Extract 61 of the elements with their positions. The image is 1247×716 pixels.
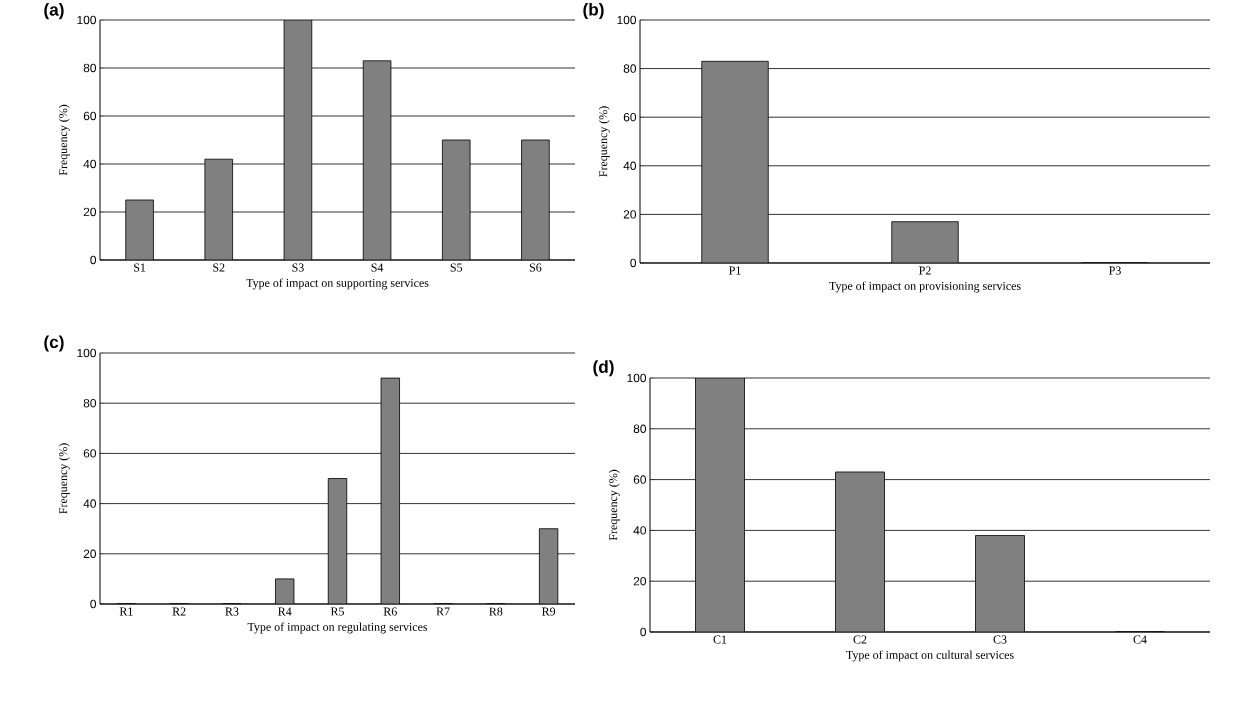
x-tick-label: C2 [853,635,867,644]
x-tick-label: R1 [119,607,133,616]
y-tick-label: 100 [77,348,97,358]
x-axis-title: Type of impact on cultural services [846,650,1014,662]
y-tick-label: 0 [90,255,97,265]
x-tick-label: R3 [225,607,239,616]
y-axis-title: Frequency (%) [58,443,70,514]
y-tick-label: 40 [83,159,97,169]
chart-title: (c) [44,335,64,352]
y-tick-label: 0 [90,599,97,609]
x-tick-label: R9 [541,607,556,616]
x-axis-title: Type of impact on provisioning services [829,281,1021,293]
y-tick-label: 20 [623,210,637,219]
chart-title: (d) [593,360,614,377]
y-axis-title: Frequency (%) [598,106,610,177]
chart-title: (b) [583,2,604,20]
y-tick-label: 100 [617,15,637,25]
y-tick-label: 60 [83,111,97,121]
y-tick-label: 100 [627,373,647,383]
x-tick-label: R5 [330,607,345,616]
x-tick-label: S1 [134,263,146,272]
x-tick-label: R2 [172,607,186,616]
x-tick-label: S2 [213,263,225,272]
x-tick-label: P2 [919,266,931,275]
y-tick-label: 40 [623,161,637,171]
y-tick-label: 80 [83,63,97,73]
y-tick-label: 20 [83,549,97,559]
x-tick-label: C3 [993,635,1007,644]
y-tick-label: 20 [633,576,647,586]
y-tick-label: 20 [83,207,97,217]
bar [380,377,400,604]
y-tick-label: 100 [77,15,97,25]
x-tick-label: R4 [278,607,292,616]
x-tick-label: C4 [1133,635,1147,644]
x-tick-label: R8 [489,607,503,616]
y-tick-label: 60 [633,475,647,484]
y-tick-label: 40 [83,499,97,508]
y-tick-label: 60 [623,112,637,122]
bar [538,528,559,604]
x-axis-title: Type of impact on regulating services [247,622,428,634]
x-tick-label: S6 [529,263,542,272]
x-tick-label: R6 [383,607,397,616]
x-tick-label: P1 [729,266,741,275]
bar [327,478,348,604]
y-axis-title: Frequency (%) [58,104,70,176]
x-tick-label: S5 [450,263,463,272]
y-axis-title: Frequency (%) [608,469,620,541]
y-tick-label: 80 [623,64,637,73]
y-tick-label: 60 [83,449,97,458]
x-tick-label: R7 [436,607,450,616]
y-tick-label: 80 [83,398,97,408]
x-tick-label: S4 [371,263,384,272]
x-tick-label: P3 [1109,266,1121,275]
y-tick-label: 40 [633,526,647,535]
chart-title: (a) [44,3,64,20]
y-tick-label: 0 [630,258,637,268]
y-tick-label: 0 [640,627,647,637]
x-tick-label: C1 [713,635,727,644]
x-axis-title: Type of impact on supporting services [246,278,429,290]
y-tick-label: 80 [633,424,647,434]
x-tick-label: S3 [292,263,304,272]
